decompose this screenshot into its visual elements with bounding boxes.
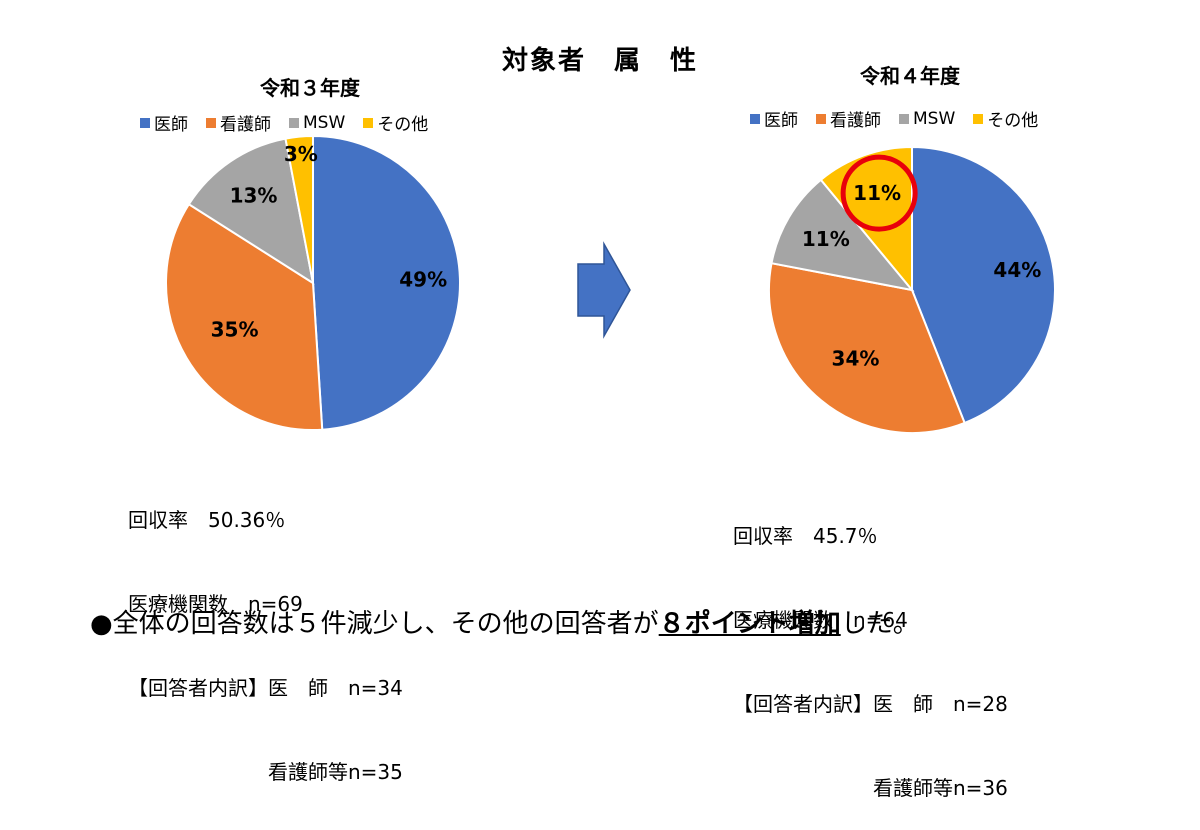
slice-doctor (312, 134, 461, 431)
summary-highlight: ８ポイント増加 (658, 609, 841, 639)
summary-suffix: した。 (840, 609, 919, 639)
response-rate-right: 回収率 45.7％ (733, 524, 878, 548)
data-label-other: 3% (284, 142, 318, 166)
legend-swatch (206, 117, 216, 128)
legend-item-doctor: 医師 (750, 106, 798, 131)
highlight-circle (840, 154, 918, 232)
pie-charts-canvas: 49% 35% 13%3% 44% 34% 11%11% (165, 134, 1056, 434)
slice-nurse (768, 262, 966, 434)
legend-label: 医師 (154, 115, 188, 135)
breakdown-nurse-left: 看護師等n=35 (128, 760, 403, 784)
page-title: 対象者 属 性 (501, 46, 698, 76)
institution-count-right: 医療機関数 n=64 (733, 608, 908, 632)
breakdown-nurse-right: 看護師等n=36 (733, 776, 1008, 800)
legend-swatch (750, 113, 760, 124)
legend-item-other: その他 (363, 110, 428, 135)
legend-label: その他 (987, 111, 1039, 131)
legend-swatch (899, 113, 909, 124)
legend-swatch (363, 117, 374, 128)
arrow-right-icon (577, 241, 631, 339)
breakdown-doctor-left: 【回答者内訳】医 師 n=34 (128, 676, 403, 700)
chart-title-left: 令和３年度 (260, 76, 360, 100)
data-label-doctor: 44% (993, 258, 1041, 282)
slice-nurse (165, 202, 324, 431)
legend-item-doctor: 医師 (140, 110, 188, 135)
legend-left: 医師 看護師 MSW その他 (140, 110, 428, 135)
slice-other (284, 134, 314, 284)
legend-swatch (289, 117, 299, 128)
legend-label: 看護師 (220, 115, 271, 135)
legend-item-msw: MSW (289, 113, 345, 133)
chart-title-right: 令和４年度 (860, 64, 960, 88)
legend-right: 医師 看護師 MSW その他 (750, 106, 1038, 131)
legend-label: MSW (913, 108, 956, 129)
legend-label: 看護師 (830, 111, 881, 131)
legend-item-nurse: 看護師 (206, 110, 271, 135)
slice-msw (770, 178, 915, 292)
legend-item-nurse: 看護師 (816, 106, 881, 131)
stats-right: 回収率 45.7％ 医療機関数 n=64 【回答者内訳】医 師 n=28 看護師… (733, 466, 1008, 830)
slice-doctor (911, 145, 1056, 425)
data-label-msw: 13% (230, 183, 278, 207)
legend-swatch (816, 113, 826, 124)
legend-swatch (973, 113, 984, 124)
legend-item-other: その他 (973, 106, 1038, 131)
slice-msw (187, 137, 315, 286)
summary-text: ●全体の回答数は５件減少し、その他の回答者が８ポイント増加した。 (90, 603, 919, 640)
data-label-nurse: 34% (832, 346, 880, 370)
institution-count-left: 医療機関数 n=69 (128, 592, 303, 616)
legend-label: その他 (377, 115, 429, 135)
data-label-other: 11% (853, 181, 901, 205)
pie-chart-right: 44% 34% 11%11% (768, 145, 1056, 434)
data-label-doctor: 49% (399, 268, 447, 292)
summary-prefix: ●全体の回答数は５件減少し、その他の回答者が (90, 609, 659, 639)
breakdown-doctor-right: 【回答者内訳】医 師 n=28 (733, 692, 1008, 716)
response-rate-left: 回収率 50.36％ (128, 508, 286, 532)
pie-chart-left: 49% 35% 13%3% (165, 134, 461, 431)
legend-label: MSW (303, 112, 346, 133)
data-label-msw: 11% (802, 227, 850, 251)
legend-item-msw: MSW (899, 109, 955, 129)
legend-label: 医師 (764, 111, 798, 131)
data-label-nurse: 35% (211, 317, 259, 341)
legend-swatch (140, 117, 150, 128)
